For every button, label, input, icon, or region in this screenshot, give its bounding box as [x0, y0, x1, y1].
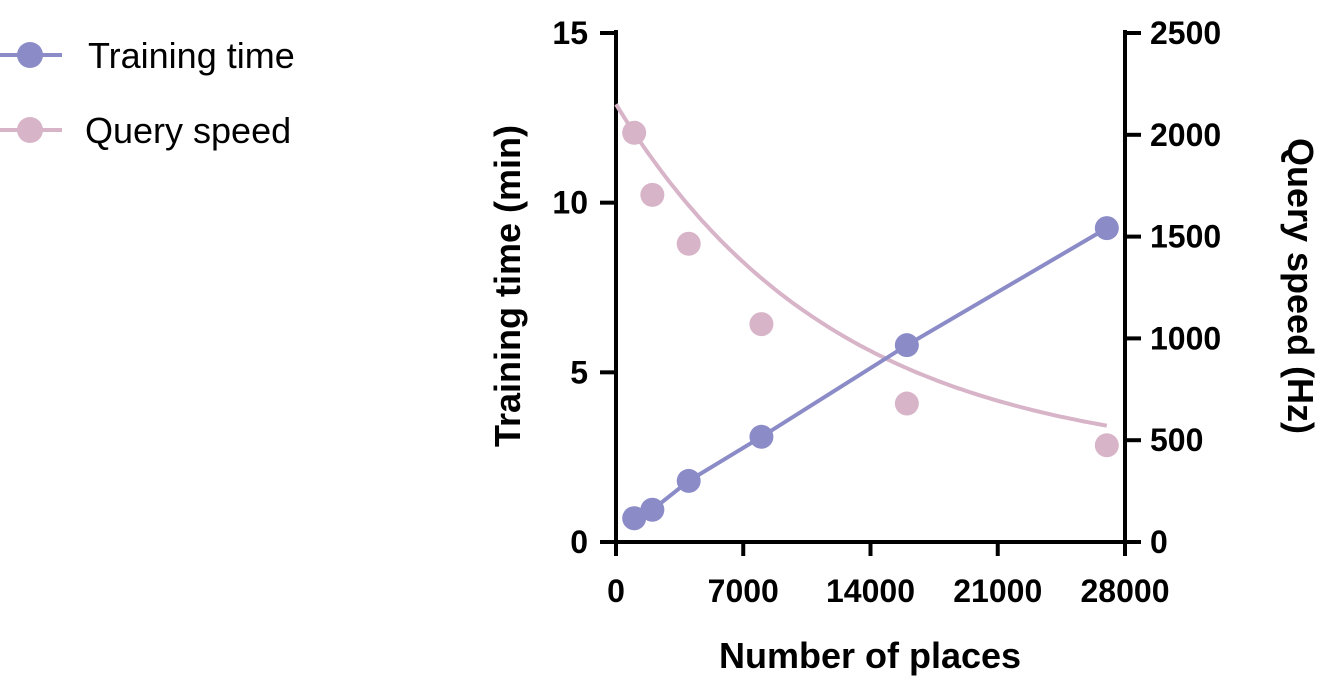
x-tick-label: 28000: [1081, 573, 1170, 609]
training-time-point[interactable]: [622, 506, 647, 531]
x-tick-label: 7000: [708, 573, 779, 609]
query-speed-point[interactable]: [894, 391, 919, 416]
y-right-tick-label: 1500: [1150, 219, 1221, 255]
legend-swatch-marker: [17, 117, 43, 143]
x-tick-label: 14000: [826, 573, 915, 609]
query-speed-point[interactable]: [676, 231, 701, 256]
y-right-tick-label: 1000: [1150, 320, 1221, 356]
y-right-tick-label: 2500: [1150, 15, 1221, 51]
y-axis-right-title: Query speed (Hz): [1280, 138, 1321, 434]
x-tick-label: 0: [607, 573, 625, 609]
y-axis-left-title: Training time (min): [487, 125, 528, 447]
y-left-tick-label: 10: [552, 185, 588, 221]
ticks: 0 7000 14000 21000 28000 0 5 10 15 0 500 1000 1500 20…: [552, 15, 1221, 609]
legend-item-training-time[interactable]: Training time: [0, 35, 295, 76]
query-speed-point[interactable]: [1094, 433, 1119, 458]
training-time-point[interactable]: [676, 468, 701, 493]
training-time-point[interactable]: [894, 333, 919, 358]
legend-label: Query speed: [85, 110, 291, 151]
axes: [614, 30, 1127, 544]
query-speed-point[interactable]: [749, 312, 774, 337]
legend-swatch-marker: [17, 42, 43, 68]
y-left-tick-label: 0: [570, 524, 588, 560]
series-layer: [614, 103, 1119, 531]
x-tick-label: 21000: [953, 573, 1042, 609]
query-speed-line: [614, 103, 1108, 428]
query-speed-point[interactable]: [622, 120, 647, 145]
training-time-point[interactable]: [749, 424, 774, 449]
legend: Training time Query speed: [0, 35, 295, 151]
y-left-tick-label: 5: [570, 354, 588, 390]
training-time-point[interactable]: [1094, 216, 1119, 241]
y-right-tick-label: 500: [1150, 422, 1203, 458]
y-left-tick-label: 15: [552, 15, 588, 51]
legend-label: Training time: [88, 35, 295, 76]
y-right-tick-label: 2000: [1150, 117, 1221, 153]
training-time-point[interactable]: [640, 497, 665, 522]
y-right-tick-label: 0: [1150, 524, 1168, 560]
training-time-line: [633, 226, 1108, 521]
x-axis-title: Number of places: [719, 635, 1021, 676]
legend-item-query-speed[interactable]: Query speed: [0, 110, 291, 151]
query-speed-point[interactable]: [640, 182, 665, 207]
